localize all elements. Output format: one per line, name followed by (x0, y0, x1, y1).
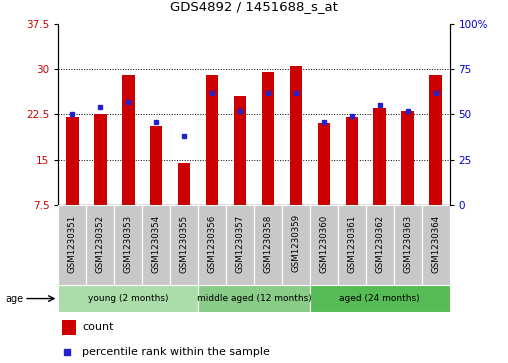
Bar (226, 205, 254, 285)
Text: GSM1230353: GSM1230353 (124, 214, 133, 273)
Bar (114, 205, 142, 285)
Bar (290, 66, 302, 205)
Bar (254, 205, 282, 285)
Text: GSM1230364: GSM1230364 (431, 214, 440, 273)
Text: GSM1230359: GSM1230359 (292, 215, 300, 273)
Text: GSM1230363: GSM1230363 (403, 214, 412, 273)
Text: GSM1230362: GSM1230362 (375, 214, 384, 273)
Bar (282, 205, 310, 285)
Bar (142, 205, 170, 285)
Bar (150, 126, 163, 205)
Text: GSM1230360: GSM1230360 (320, 214, 328, 273)
Bar (66, 117, 79, 205)
Bar (318, 123, 330, 205)
Text: GSM1230351: GSM1230351 (68, 214, 77, 273)
Bar (422, 205, 450, 285)
Text: middle aged (12 months): middle aged (12 months) (197, 294, 311, 303)
Bar (94, 114, 107, 205)
Bar (198, 285, 310, 312)
Text: GSM1230361: GSM1230361 (347, 214, 356, 273)
Text: GSM1230352: GSM1230352 (96, 214, 105, 273)
Bar (310, 285, 450, 312)
Bar (178, 163, 190, 205)
Text: GSM1230356: GSM1230356 (208, 214, 216, 273)
Text: young (2 months): young (2 months) (88, 294, 169, 303)
Bar (429, 75, 442, 205)
Text: count: count (82, 322, 113, 333)
Bar (345, 117, 358, 205)
Bar (206, 75, 218, 205)
Bar (58, 285, 198, 312)
Text: age: age (5, 294, 23, 303)
Bar (366, 205, 394, 285)
Bar (262, 72, 274, 205)
Bar (401, 111, 414, 205)
Text: GSM1230357: GSM1230357 (236, 214, 244, 273)
Bar (373, 108, 386, 205)
Bar (62, 320, 76, 335)
Text: aged (24 months): aged (24 months) (339, 294, 420, 303)
Bar (394, 205, 422, 285)
Bar (170, 205, 198, 285)
Text: GDS4892 / 1451688_s_at: GDS4892 / 1451688_s_at (170, 0, 338, 13)
Bar (86, 205, 114, 285)
Bar (234, 96, 246, 205)
Bar (338, 205, 366, 285)
Bar (198, 205, 226, 285)
Text: GSM1230354: GSM1230354 (152, 214, 161, 273)
Text: percentile rank within the sample: percentile rank within the sample (82, 347, 270, 357)
Text: GSM1230358: GSM1230358 (264, 214, 272, 273)
Bar (122, 75, 135, 205)
Text: GSM1230355: GSM1230355 (180, 214, 188, 273)
Bar (58, 205, 86, 285)
Bar (310, 205, 338, 285)
